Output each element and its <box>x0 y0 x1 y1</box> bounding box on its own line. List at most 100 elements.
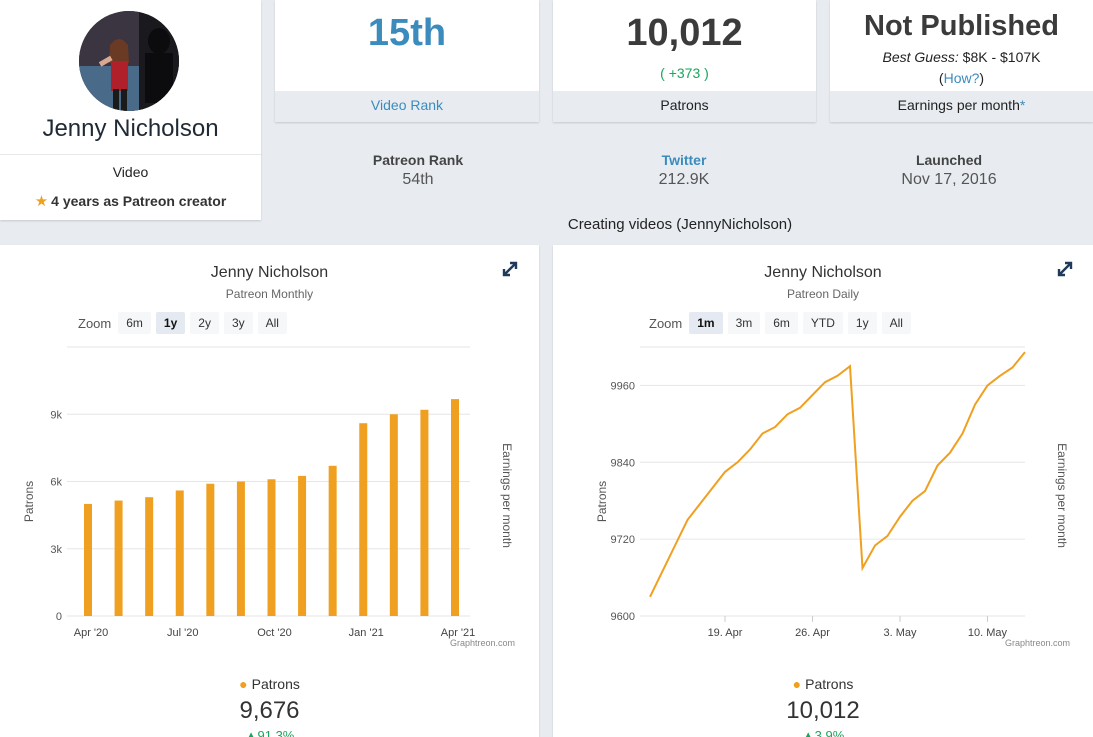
chart-subtitle: Patreon Daily <box>786 287 860 301</box>
best-guess: Best Guess: $8K - $107K <box>830 49 1093 65</box>
tenure-text: 4 years as Patreon creator <box>51 193 227 209</box>
zoom-1y-button[interactable]: 1y <box>155 312 186 334</box>
how-link[interactable]: How? <box>943 70 980 86</box>
y-tick-label: 9k <box>50 409 62 421</box>
bar <box>389 414 398 616</box>
daily-chart-card: Jenny Nicholson Patreon Daily Zoom 1m 3m 6… <box>553 245 1093 737</box>
x-tick-label: Jul '20 <box>167 627 198 639</box>
legend-dot-icon: ● <box>239 676 248 692</box>
patrons-card: 10,012 ( +373 ) Patrons <box>553 0 816 122</box>
y-axis-label-right: Earnings per month <box>500 443 514 548</box>
video-rank-link[interactable]: Video Rank <box>275 91 539 122</box>
current-patrons: 9,676 <box>239 697 300 724</box>
zoom-2y-button[interactable]: 2y <box>190 312 219 334</box>
creator-category[interactable]: Video <box>112 164 149 180</box>
bar <box>267 479 276 616</box>
video-rank-card: 15th Video Rank <box>275 0 539 122</box>
creator-name: Jenny Nicholson <box>42 115 219 142</box>
chart-title: Jenny Nicholson <box>210 264 329 281</box>
y-tick-label: 3k <box>50 544 62 556</box>
zoom-all-button[interactable]: All <box>881 312 911 334</box>
y-tick-label: 6k <box>50 477 62 489</box>
best-guess-value: $8K - $107K <box>958 49 1041 65</box>
creating-description: Creating videos (JennyNicholson) <box>567 216 793 233</box>
expand-icon[interactable] <box>1056 260 1074 278</box>
chart-legend[interactable]: ● Patrons <box>0 676 539 692</box>
y-axis-label: Patrons <box>22 481 36 522</box>
patrons-change: ( +373 ) <box>660 65 709 81</box>
bar <box>451 399 459 616</box>
zoom-all-button[interactable]: All <box>257 312 287 334</box>
y-tick-label: 0 <box>56 611 62 623</box>
creator-tenure: ★ 4 years as Patreon creator <box>0 192 261 210</box>
patreon-rank-stat: Patreon Rank 54th <box>318 152 518 189</box>
patrons-growth: ▲3.9% <box>801 728 845 737</box>
bar <box>206 483 215 616</box>
y-tick-label: 9840 <box>611 457 635 469</box>
y-tick-label: 9960 <box>611 380 635 392</box>
launched-stat: Launched Nov 17, 2016 <box>849 152 1049 189</box>
twitter-link[interactable]: Twitter <box>661 152 707 168</box>
bar <box>298 475 307 616</box>
patreon-rank-value: 54th <box>402 171 434 188</box>
bar <box>114 500 123 616</box>
patrons-label: Patrons <box>553 91 816 122</box>
x-tick-label: Oct '20 <box>257 627 292 639</box>
daily-line-chart: 9600 9720 9840 9960 Patrons Earnings per mont… <box>595 346 1070 648</box>
zoom-3m-button[interactable]: 3m <box>727 312 761 334</box>
legend-dot-icon: ● <box>792 676 802 692</box>
zoom-1m-button[interactable]: 1m <box>689 312 723 334</box>
chart-subtitle: Patreon Monthly <box>225 287 314 301</box>
zoom-6m-button[interactable]: 6m <box>765 312 798 334</box>
twitter-value: 212.9K <box>658 171 710 188</box>
earnings-label-text: Earnings per month <box>897 97 1020 113</box>
launched-label: Launched <box>915 152 983 168</box>
creator-avatar <box>79 11 179 111</box>
expand-icon[interactable] <box>501 260 519 278</box>
video-rank-value: 15th <box>367 12 447 54</box>
bar <box>420 409 429 616</box>
y-axis-label-right: Earnings per month <box>1055 443 1069 548</box>
legend-label: Patrons <box>251 676 300 692</box>
x-tick-label: 26. Apr <box>795 627 830 639</box>
x-tick-label: 19. Apr <box>708 627 743 639</box>
zoom-3y-button[interactable]: 3y <box>223 312 253 334</box>
zoom-bar: Zoom 6m 1y 2y 3y All <box>78 312 292 334</box>
how-prefix: ( <box>938 70 944 86</box>
patreon-rank-label: Patreon Rank <box>372 152 464 168</box>
x-tick-label: 3. May <box>883 627 917 639</box>
how-suffix: ) <box>979 70 985 86</box>
x-tick-label: Apr '21 <box>441 627 476 639</box>
best-guess-label: Best Guess: <box>882 49 959 65</box>
monthly-bar-chart: 0 3k 6k 9k Patrons Earnings per month Graphtre… <box>22 346 515 648</box>
x-tick-label: Apr '20 <box>74 627 109 639</box>
zoom-6m-button[interactable]: 6m <box>118 312 151 334</box>
y-tick-label: 9720 <box>611 534 635 546</box>
star-icon: ★ <box>34 193 49 210</box>
y-tick-label: 9600 <box>611 611 635 623</box>
zoom-ytd-button[interactable]: YTD <box>802 312 843 334</box>
divider <box>0 154 261 155</box>
bar <box>328 465 337 616</box>
chart-legend[interactable]: ● Patrons <box>553 676 1093 692</box>
twitter-stat: Twitter 212.9K <box>584 152 784 189</box>
zoom-label: Zoom <box>78 315 112 331</box>
earnings-value: Not Published <box>864 10 1059 42</box>
zoom-1y-button[interactable]: 1y <box>847 312 877 334</box>
chart-title: Jenny Nicholson <box>764 264 882 281</box>
bar <box>236 481 245 616</box>
x-tick-label: Jan '21 <box>349 627 384 639</box>
earnings-card: Not Published Best Guess: $8K - $107K (H… <box>830 0 1093 122</box>
bar <box>145 497 154 616</box>
how-note: (How?) <box>830 70 1093 86</box>
chart-credit: Graphtreon.com <box>1005 638 1070 648</box>
earnings-footnote-link[interactable]: * <box>1019 97 1026 113</box>
y-axis-label: Patrons <box>595 481 609 522</box>
creator-profile-card: Jenny Nicholson Video ★ 4 years as Patreo… <box>0 0 261 220</box>
x-tick-label: 10. May <box>968 627 1008 639</box>
series-line <box>649 351 1026 598</box>
zoom-bar: Zoom 1m 3m 6m YTD 1y All <box>649 312 916 334</box>
bar <box>84 503 92 616</box>
bar <box>175 490 184 616</box>
patrons-value: 10,012 <box>626 12 743 54</box>
